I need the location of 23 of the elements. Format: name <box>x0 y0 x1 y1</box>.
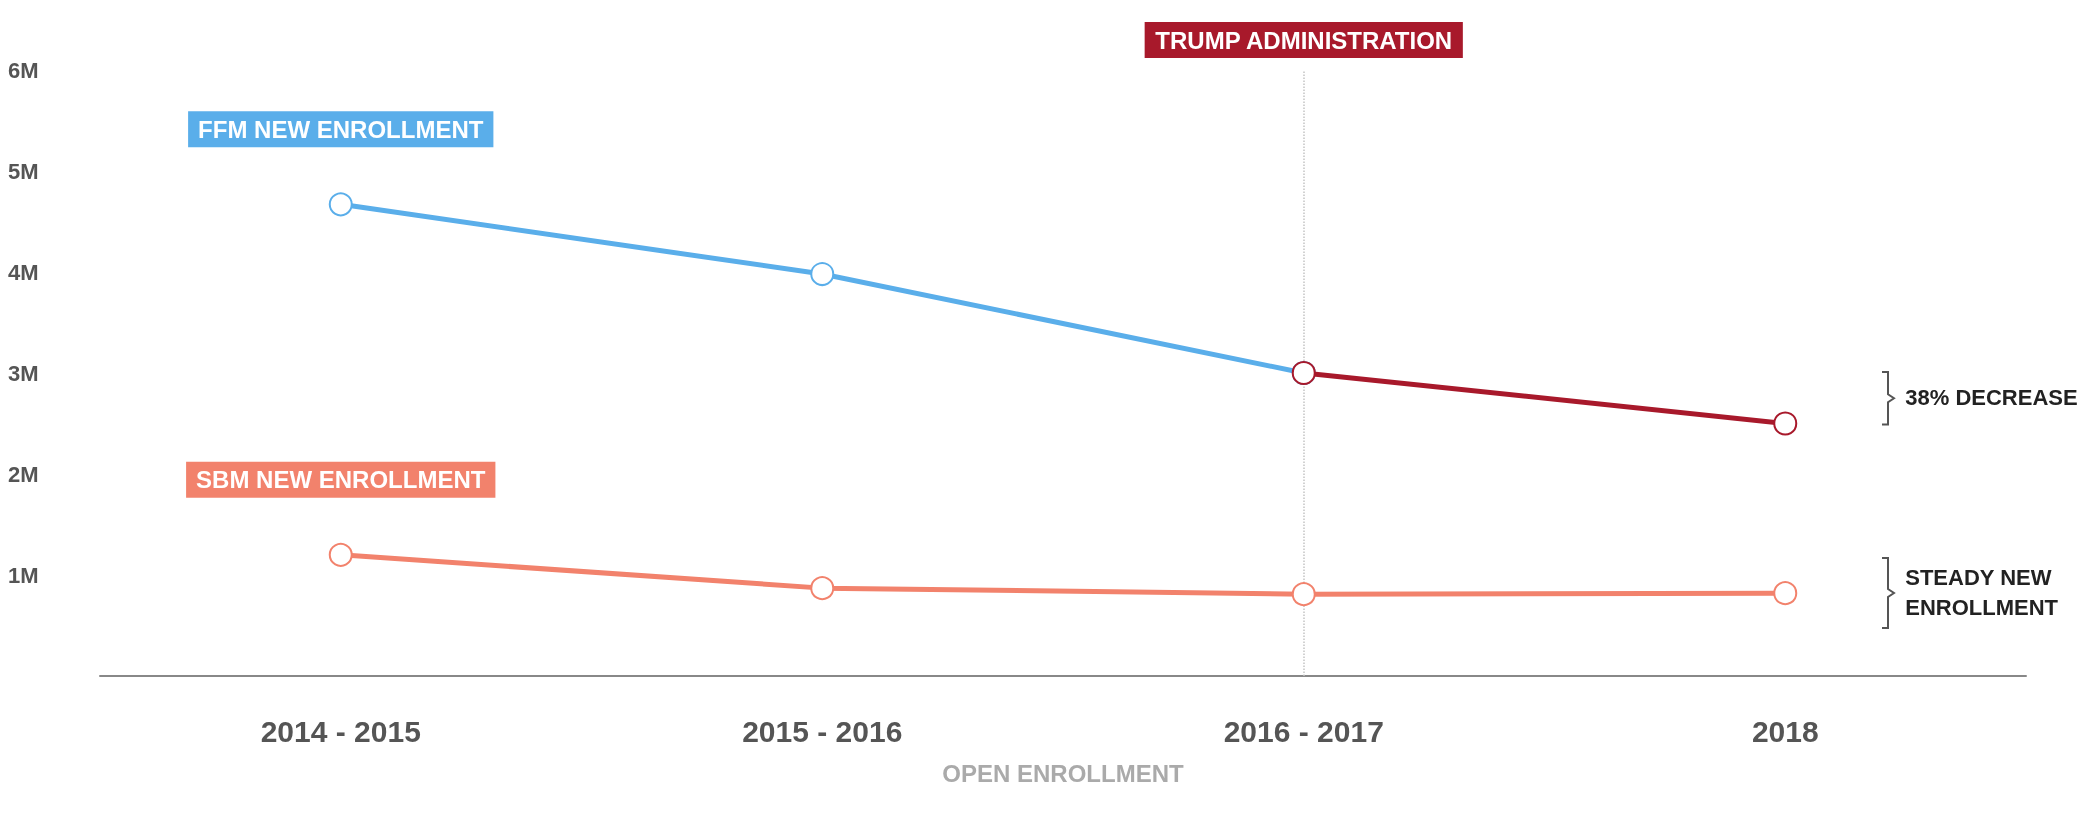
y-tick-label: 3M <box>8 360 39 386</box>
point <box>1291 582 1316 607</box>
x-tick-label: 2015 - 2016 <box>742 714 903 748</box>
ref-line-label: TRUMP ADMINISTRATION <box>1155 26 1453 54</box>
text: SBM NEW ENROLLMENT <box>196 466 486 494</box>
text: FFM NEW ENROLLMENT <box>198 115 484 143</box>
point <box>328 192 353 217</box>
point <box>810 262 835 287</box>
point <box>328 542 353 567</box>
x-tick-label: 2014 - 2015 <box>260 714 421 748</box>
point <box>1773 581 1798 606</box>
annotation: STEADY NEW ENROLLMENT <box>1905 564 2059 623</box>
x-tick-label: 2016 - 2017 <box>1223 714 1384 748</box>
y-tick-label: 2M <box>8 461 39 487</box>
y-tick-label: 5M <box>8 158 39 184</box>
y-tick-label: 1M <box>8 562 39 588</box>
x-tick-label: 2018 <box>1751 714 1819 748</box>
point <box>810 576 835 601</box>
y-tick-label: 4M <box>8 259 39 285</box>
annotation: 38% DECREASE <box>1905 384 2079 413</box>
point <box>1773 411 1798 436</box>
x-axis-title: OPEN ENROLLMENT <box>942 759 1184 787</box>
y-tick-label: 6M <box>8 57 39 83</box>
